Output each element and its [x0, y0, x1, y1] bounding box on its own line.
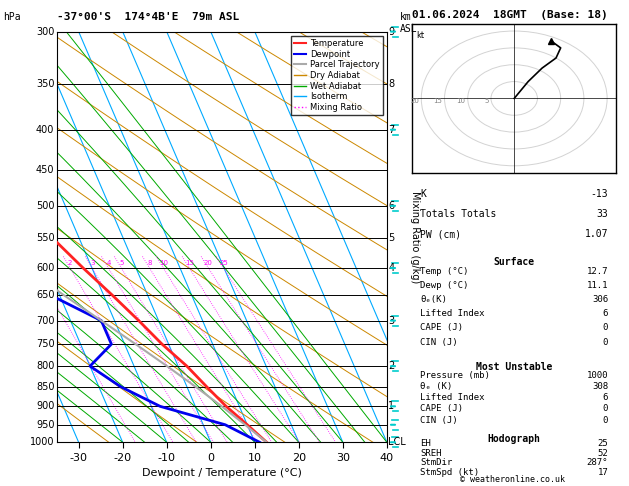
Text: Mixing Ratio (g/kg): Mixing Ratio (g/kg): [411, 191, 420, 283]
Text: 750: 750: [36, 339, 55, 349]
Text: 3: 3: [388, 315, 394, 326]
Text: θₑ(K): θₑ(K): [420, 295, 447, 304]
Text: Most Unstable: Most Unstable: [476, 363, 552, 372]
Text: 400: 400: [36, 125, 55, 135]
Text: 20: 20: [204, 260, 213, 266]
Text: km
ASL: km ASL: [399, 12, 417, 34]
Text: -13: -13: [591, 189, 608, 199]
Text: 0: 0: [603, 338, 608, 347]
Text: 5: 5: [484, 99, 489, 104]
Text: 8: 8: [147, 260, 152, 266]
Text: Lifted Index: Lifted Index: [420, 393, 485, 402]
Text: 8: 8: [388, 79, 394, 89]
Text: Totals Totals: Totals Totals: [420, 209, 496, 219]
Text: SREH: SREH: [420, 449, 442, 458]
Text: 52: 52: [598, 449, 608, 458]
Text: 600: 600: [36, 263, 55, 273]
X-axis label: Dewpoint / Temperature (°C): Dewpoint / Temperature (°C): [142, 468, 302, 478]
Text: 1.07: 1.07: [585, 229, 608, 240]
Text: 6: 6: [388, 201, 394, 211]
Text: CAPE (J): CAPE (J): [420, 404, 463, 414]
Text: 300: 300: [36, 27, 55, 36]
Text: 33: 33: [596, 209, 608, 219]
Text: 0: 0: [603, 416, 608, 425]
Text: 20: 20: [410, 99, 419, 104]
Text: 6: 6: [603, 393, 608, 402]
Text: 1: 1: [388, 401, 394, 411]
Text: 2: 2: [68, 260, 72, 266]
Text: 3: 3: [90, 260, 94, 266]
Text: 17: 17: [598, 468, 608, 477]
Text: Pressure (mb): Pressure (mb): [420, 371, 490, 380]
Text: 650: 650: [36, 290, 55, 300]
Text: 01.06.2024  18GMT  (Base: 18): 01.06.2024 18GMT (Base: 18): [412, 10, 608, 20]
Text: 306: 306: [592, 295, 608, 304]
Text: 5: 5: [388, 233, 394, 243]
Text: -37°00'S  174°4B'E  79m ASL: -37°00'S 174°4B'E 79m ASL: [57, 12, 239, 22]
Text: Hodograph: Hodograph: [487, 434, 541, 444]
Text: 12.7: 12.7: [587, 267, 608, 276]
Text: 5: 5: [119, 260, 123, 266]
Text: 800: 800: [36, 361, 55, 371]
Text: 11.1: 11.1: [587, 281, 608, 290]
Text: 350: 350: [36, 79, 55, 89]
Text: StmSpd (kt): StmSpd (kt): [420, 468, 479, 477]
Text: 0: 0: [603, 324, 608, 332]
Text: 25: 25: [219, 260, 228, 266]
Text: 25: 25: [598, 439, 608, 448]
Text: kt: kt: [416, 31, 425, 40]
Text: 700: 700: [36, 315, 55, 326]
Text: 450: 450: [36, 165, 55, 175]
Text: 7: 7: [388, 125, 394, 135]
Text: 6: 6: [603, 310, 608, 318]
Text: 15: 15: [433, 99, 442, 104]
Text: EH: EH: [420, 439, 431, 448]
Text: Temp (°C): Temp (°C): [420, 267, 469, 276]
Text: 4: 4: [106, 260, 111, 266]
Text: 850: 850: [36, 382, 55, 392]
Text: 1000: 1000: [30, 437, 55, 447]
Text: 900: 900: [36, 401, 55, 411]
Text: 2: 2: [388, 361, 394, 371]
Text: 9: 9: [388, 27, 394, 36]
Text: CIN (J): CIN (J): [420, 338, 458, 347]
Text: 500: 500: [36, 201, 55, 211]
Text: 15: 15: [185, 260, 194, 266]
Text: 1000: 1000: [587, 371, 608, 380]
Text: 287°: 287°: [587, 458, 608, 467]
Text: Surface: Surface: [494, 257, 535, 267]
Text: 0: 0: [603, 404, 608, 414]
Text: PW (cm): PW (cm): [420, 229, 461, 240]
Text: © weatheronline.co.uk: © weatheronline.co.uk: [460, 474, 565, 484]
Text: K: K: [420, 189, 426, 199]
Legend: Temperature, Dewpoint, Parcel Trajectory, Dry Adiabat, Wet Adiabat, Isotherm, Mi: Temperature, Dewpoint, Parcel Trajectory…: [291, 36, 382, 115]
Text: θₑ (K): θₑ (K): [420, 382, 452, 391]
Text: Lifted Index: Lifted Index: [420, 310, 485, 318]
Text: 308: 308: [592, 382, 608, 391]
Text: hPa: hPa: [3, 12, 21, 22]
Text: 10: 10: [159, 260, 168, 266]
Text: 4: 4: [388, 263, 394, 273]
Text: StmDir: StmDir: [420, 458, 452, 467]
Text: 10: 10: [457, 99, 465, 104]
Text: 950: 950: [36, 420, 55, 430]
Text: Dewp (°C): Dewp (°C): [420, 281, 469, 290]
Text: CIN (J): CIN (J): [420, 416, 458, 425]
Text: CAPE (J): CAPE (J): [420, 324, 463, 332]
Text: LCL: LCL: [388, 437, 406, 447]
Text: 550: 550: [36, 233, 55, 243]
